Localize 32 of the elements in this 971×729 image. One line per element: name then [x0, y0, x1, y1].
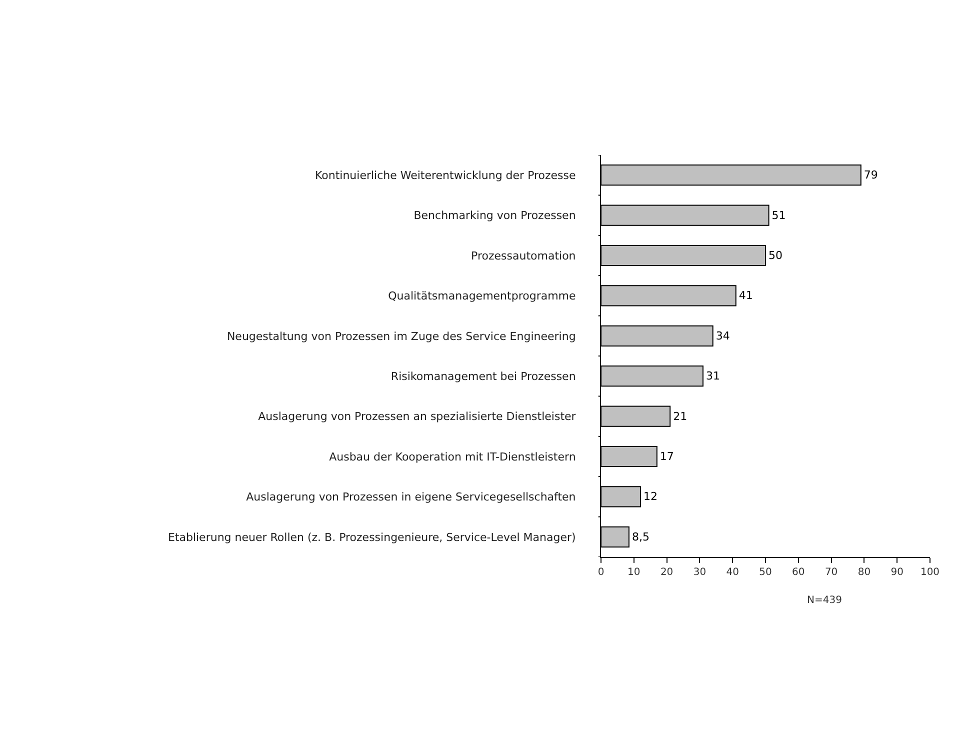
x-tick-label: 20 [660, 567, 674, 578]
y-tick-label: Etablierung neuer Rollen (z. B. Prozessingenieure, Service-Level Manager) [168, 530, 576, 544]
x-tick-label: 60 [792, 567, 805, 578]
data-label: 8,5 [632, 530, 650, 544]
x-tick-label: 40 [726, 567, 739, 578]
data-label: 31 [706, 370, 720, 383]
data-label: 51 [772, 208, 786, 222]
x-tick-label: 30 [693, 567, 706, 578]
data-label: 50 [768, 249, 782, 262]
y-tick-label: Kontinuierliche Weiterentwicklung der Prozesse [314, 168, 576, 182]
x-tick-label: 50 [759, 567, 772, 578]
y-tick-label: Auslagerung von Prozessen in eigene Servicegesellschaften [246, 490, 576, 504]
y-tick-label: Benchmarking von Prozessen [414, 209, 576, 222]
y-tick-label: Neugestaltung von Prozessen im Zuge des Service Engineering [226, 330, 576, 343]
data-label: 17 [660, 450, 674, 463]
y-tick-label: Ausbau der Kooperation mit IT-Dienstleistern [329, 450, 576, 464]
x-tick-label: 80 [858, 567, 871, 578]
x-tick-label: 0 [598, 567, 604, 578]
text: N=439 [807, 595, 842, 606]
data-label: 12 [643, 490, 658, 504]
y-tick-label: Prozessautomation [471, 249, 576, 262]
data-label: 79 [864, 168, 878, 182]
x-tick-label: 70 [824, 567, 838, 578]
x-tick-label: 100 [920, 567, 940, 578]
x-tick-label: 10 [628, 567, 640, 578]
data-label: 21 [673, 410, 688, 423]
data-label: 41 [738, 289, 753, 302]
x-tick-label: 90 [890, 567, 904, 578]
y-tick-label: Auslagerung von Prozessen an spezialisierte Dienstleister [258, 410, 576, 424]
data-label: 34 [716, 329, 730, 342]
y-tick-label: Qualitätsmanagementprogramme [388, 290, 576, 303]
y-tick-label: Risikomanagement bei Prozessen [390, 370, 576, 383]
